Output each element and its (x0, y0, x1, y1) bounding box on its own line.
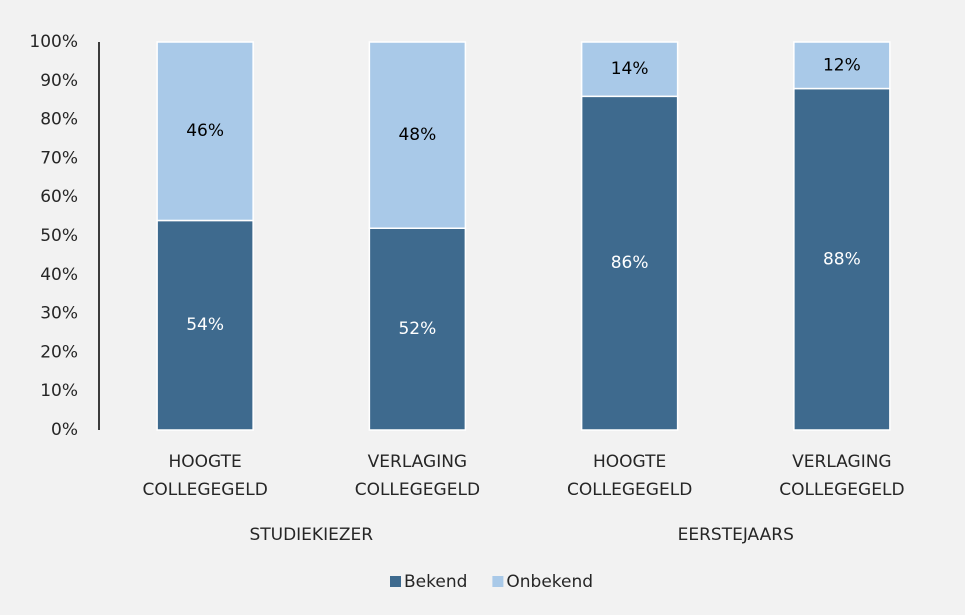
y-tick-label: 100% (29, 32, 78, 52)
legend-label: Onbekend (506, 572, 593, 592)
y-tick-label: 10% (40, 381, 78, 401)
data-label: 12% (823, 55, 861, 75)
x-tick-label: HOOGTE (593, 452, 666, 472)
y-tick-label: 30% (40, 304, 78, 324)
data-label: 88% (823, 249, 861, 269)
group-label: EERSTEJAARS (678, 525, 794, 545)
x-tick-label: COLLEGEGELD (355, 480, 480, 500)
x-tick-label: HOOGTE (169, 452, 242, 472)
bar-segment (368, 41, 467, 229)
y-tick-label: 50% (40, 226, 78, 246)
bar-segment (368, 227, 467, 431)
bar-segment (156, 41, 254, 222)
x-tick-label: COLLEGEGELD (567, 480, 692, 500)
x-tick-label: COLLEGEGELD (142, 480, 267, 500)
y-tick-label: 60% (40, 187, 78, 207)
legend-swatch (390, 576, 401, 587)
legend-swatch (492, 576, 504, 587)
data-label: 46% (186, 121, 224, 141)
y-tick-label: 70% (40, 148, 78, 168)
bar-segment (580, 41, 679, 98)
data-label: 48% (398, 125, 436, 145)
data-label: 86% (611, 253, 649, 273)
bar-segment (156, 219, 254, 431)
data-label: 52% (398, 319, 436, 339)
data-label: 54% (186, 315, 224, 335)
y-tick-label: 80% (40, 110, 78, 130)
bar-segment (793, 87, 891, 431)
y-tick-label: 40% (40, 265, 78, 285)
y-tick-label: 90% (40, 71, 78, 91)
y-tick-label: 20% (40, 342, 78, 362)
y-tick-label: 0% (51, 420, 78, 440)
bar-segment (793, 41, 891, 90)
x-tick-label: VERLAGING (368, 452, 467, 472)
x-tick-label: VERLAGING (792, 452, 891, 472)
group-label: STUDIEKIEZER (249, 525, 373, 545)
legend-label: Bekend (404, 572, 467, 592)
data-label: 14% (611, 59, 649, 79)
x-tick-label: COLLEGEGELD (779, 480, 904, 500)
bar-segment (580, 95, 679, 431)
